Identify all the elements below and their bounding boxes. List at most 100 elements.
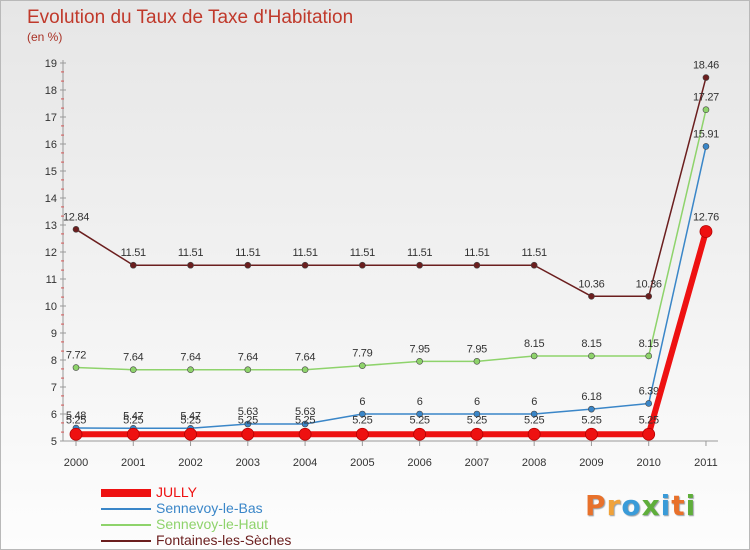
y-tick-label: 11: [46, 274, 57, 286]
data-point: [241, 427, 255, 441]
legend-label: Sennevoy-le-Bas: [156, 500, 263, 516]
data-point: [72, 226, 80, 233]
data-point: [69, 427, 83, 441]
legend-label: Sennevoy-le-Haut: [156, 516, 269, 532]
data-point: [530, 410, 538, 418]
data-point: [645, 400, 653, 407]
y-tick-label: 19: [45, 58, 57, 70]
data-point: [585, 427, 598, 441]
data-point: [588, 405, 595, 413]
y-tick-label: 14: [45, 193, 57, 205]
data-point: [530, 261, 538, 269]
data-point: [244, 420, 252, 428]
data-point: [72, 364, 80, 371]
logo-letter: t: [671, 489, 686, 522]
data-point: [702, 143, 710, 150]
x-tick-label: 2007: [465, 457, 489, 469]
data-point: [359, 410, 366, 418]
data-label: 7.64: [238, 352, 258, 364]
data-label: 6: [359, 396, 365, 408]
data-label: 5.63: [238, 406, 258, 418]
data-point: [301, 366, 309, 374]
data-label: 7.95: [410, 343, 430, 355]
series-line-sennevoy-le-bas: [75, 145, 707, 430]
data-label: 11.51: [522, 247, 547, 259]
data-label: 5.25: [639, 414, 659, 426]
series-line-sennevoy-le-haut: [75, 108, 707, 371]
data-point: [416, 410, 423, 418]
data-point: [301, 261, 309, 269]
legend-swatch: [101, 489, 151, 497]
data-point: [645, 292, 653, 300]
data-point: [126, 427, 140, 441]
y-tick-label: 17: [45, 112, 57, 124]
x-tick-label: 2009: [579, 457, 603, 469]
data-label: 5.47: [180, 410, 200, 422]
x-tick-label: 2006: [407, 457, 431, 469]
data-point: [187, 261, 194, 269]
data-label: 7.95: [467, 343, 487, 355]
data-point: [473, 261, 481, 269]
data-point: [416, 261, 423, 269]
data-point: [473, 358, 481, 365]
data-point: [527, 427, 541, 441]
y-units-label: (en %): [27, 30, 63, 44]
data-point: [588, 292, 595, 300]
logo-letter: x: [641, 489, 661, 522]
data-label: 11.51: [178, 247, 203, 259]
data-point: [129, 366, 137, 374]
data-label: 10.36: [636, 278, 662, 290]
data-label: 6: [531, 396, 537, 408]
data-point: [588, 352, 595, 360]
data-label: 7.64: [123, 352, 143, 364]
x-tick-label: 2010: [636, 457, 660, 469]
data-point: [184, 427, 197, 441]
data-label: 6.39: [639, 385, 659, 397]
x-tick-label: 2011: [694, 457, 718, 469]
data-label: 7.79: [352, 348, 372, 360]
data-label: 5.25: [66, 414, 86, 426]
data-label: 8.15: [581, 338, 601, 350]
proxiti-logo: Proxiti: [585, 489, 696, 522]
data-point: [355, 427, 369, 441]
legend-swatch: [101, 540, 151, 542]
data-label: 5.48: [66, 410, 86, 422]
legend: JULLY Sennevoy-le-Bas Sennevoy-le-Haut Font…: [101, 484, 421, 549]
data-label: 5.63: [295, 406, 315, 418]
data-point: [530, 352, 538, 360]
data-point: [301, 420, 309, 428]
data-point: [702, 106, 710, 114]
y-tick-label: 9: [51, 328, 57, 340]
logo-letter: i: [685, 489, 697, 522]
x-tick-label: 2004: [293, 457, 317, 469]
legend-label: Fontaines-les-Sèches: [156, 532, 292, 548]
y-tick-label: 15: [45, 166, 57, 178]
data-point: [645, 352, 653, 360]
y-tick-label: 7: [51, 382, 57, 394]
series-line-fontaines-les-s-ches: [75, 76, 707, 298]
data-point: [416, 358, 423, 365]
x-tick-label: 2005: [350, 457, 374, 469]
data-label: 6: [474, 396, 480, 408]
data-label: 11.51: [464, 247, 489, 259]
data-point: [359, 362, 366, 369]
data-label: 5.25: [295, 414, 315, 426]
y-tick-label: 12: [45, 247, 57, 259]
x-tick-label: 2003: [236, 457, 260, 469]
data-label: 11.51: [292, 247, 317, 259]
x-tick-label: 2001: [121, 457, 145, 469]
data-label: 8.15: [524, 338, 544, 350]
data-label: 11.51: [235, 247, 260, 259]
data-label: 10.36: [578, 278, 604, 290]
data-label: 7.64: [180, 352, 200, 364]
data-label: 5.25: [524, 414, 544, 426]
data-label: 5.25: [467, 414, 487, 426]
data-label: 5.47: [123, 410, 143, 422]
data-label: 5.25: [180, 414, 200, 426]
data-point: [473, 410, 481, 418]
data-point: [129, 261, 137, 269]
legend-item: Fontaines-les-Sèches: [101, 532, 421, 549]
data-label: 5.25: [581, 414, 601, 426]
